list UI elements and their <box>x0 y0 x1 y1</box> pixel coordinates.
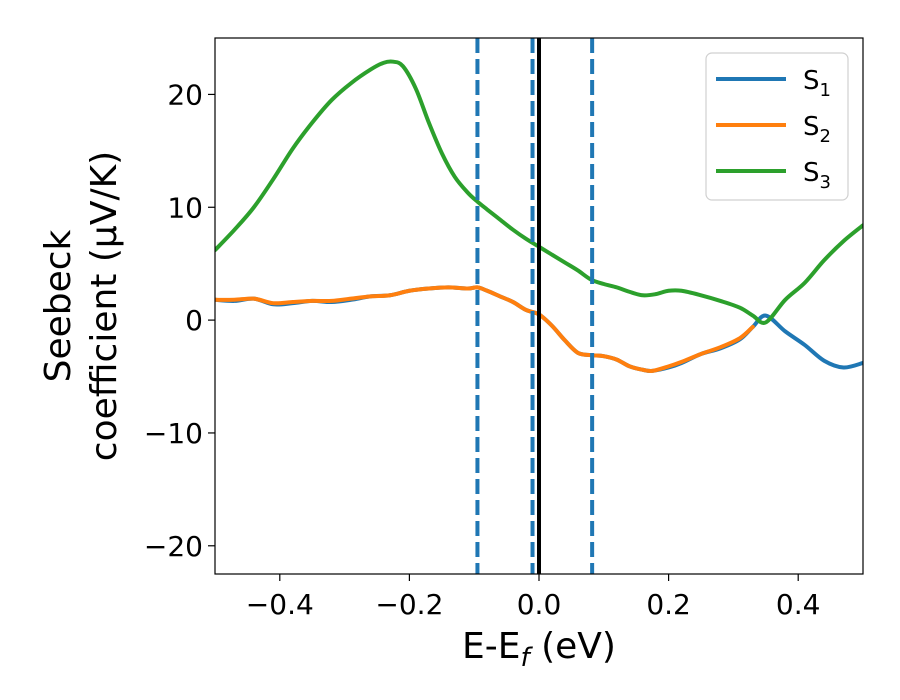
y-axis-title-line2: coefficient (μV/K) <box>84 151 125 461</box>
y-tick-label: −10 <box>144 417 203 450</box>
y-tick-label: 0 <box>185 304 203 337</box>
y-tick-label: 10 <box>167 191 203 224</box>
series-line-s2 <box>215 285 755 374</box>
x-tick-label: 0.2 <box>646 588 691 621</box>
x-tick-label: 0.0 <box>517 588 562 621</box>
legend-label-s1: S1 <box>803 66 831 101</box>
y-axis-title-line1: Seebeck <box>38 229 79 382</box>
y-axis-title: Seebeck coefficient (μV/K) <box>38 151 125 461</box>
y-tick-label: 20 <box>167 78 203 111</box>
x-tick-label: 0.4 <box>776 588 821 621</box>
legend-label-s3: S3 <box>803 158 831 193</box>
x-axis-title: E-Ef (eV) <box>462 626 616 673</box>
x-tick-label: −0.2 <box>375 588 443 621</box>
series-line-s3 <box>215 59 863 325</box>
x-tick-label: −0.4 <box>246 588 314 621</box>
legend-label-s2: S2 <box>803 112 831 147</box>
y-tick-label: −20 <box>144 530 203 563</box>
